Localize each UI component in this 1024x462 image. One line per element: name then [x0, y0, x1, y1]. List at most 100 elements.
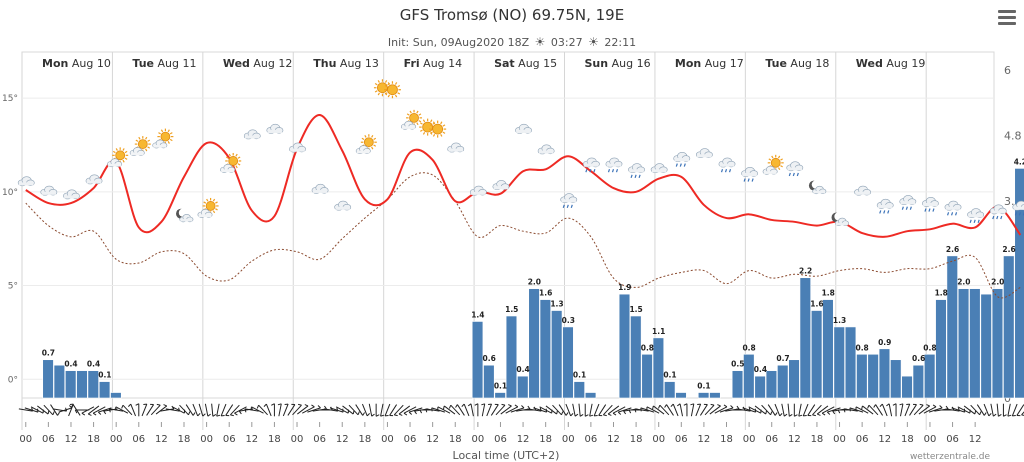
wind-shaft: [380, 403, 384, 417]
cloud-base: [674, 158, 689, 162]
wind-feather: [74, 409, 78, 414]
wind-barb: [918, 404, 930, 415]
wind-shaft: [490, 404, 499, 416]
wind-barb: [670, 403, 679, 417]
day-label: Tue Aug 18: [765, 57, 829, 70]
wind-feather: [945, 405, 949, 410]
time-tick-label: 18: [87, 434, 100, 445]
cloud-base: [86, 180, 102, 184]
rain-drop: [593, 169, 596, 173]
wind-barb: [658, 404, 670, 416]
time-tick-label: 06: [132, 434, 145, 445]
precip-bar: [867, 353, 879, 399]
wind-barb: [996, 403, 1002, 417]
wind-barb: [652, 405, 665, 415]
wind-feather: [899, 403, 904, 406]
wind-barb: [584, 403, 589, 417]
wind-barb: [297, 404, 309, 415]
wind-feather: [324, 405, 327, 410]
wind-shaft: [244, 408, 259, 412]
wind-feather: [623, 410, 627, 415]
wind-feather: [230, 414, 234, 417]
wind-shaft: [225, 404, 234, 416]
temperature-line: [25, 113, 1022, 238]
sun-ray: [387, 94, 390, 98]
rain-drop: [1018, 212, 1021, 216]
sun-ray: [169, 138, 173, 142]
wind-barb: [774, 403, 783, 417]
wind-shaft: [881, 403, 888, 417]
sun-ray: [237, 156, 241, 159]
wind-barb: [807, 404, 816, 417]
precip-label: 0.6: [483, 354, 496, 363]
cloud-base: [221, 169, 234, 173]
sun-ray: [215, 208, 218, 211]
wind-barb: [467, 403, 474, 417]
wind-shaft: [862, 405, 874, 415]
wind-feather: [765, 410, 768, 415]
precip-bar: [878, 348, 891, 399]
wind-shaft: [297, 405, 309, 415]
sun-ray: [215, 201, 218, 204]
sun-ray: [416, 110, 419, 114]
left-tick-label: 0°: [8, 375, 18, 385]
rain-drop: [977, 219, 980, 224]
day-label: Sat Aug 15: [494, 57, 557, 70]
day-label: Sun Aug 16: [585, 57, 651, 70]
wind-feather: [988, 413, 992, 417]
wind-shaft: [141, 403, 148, 417]
precip-bar: [517, 375, 529, 399]
wind-shaft: [558, 404, 567, 416]
wind-shaft: [533, 407, 547, 413]
wind-feather: [380, 414, 385, 417]
cloud-base: [130, 152, 144, 156]
rain-drop: [570, 204, 573, 209]
time-tick-label: 12: [969, 434, 982, 445]
hamburger-menu-icon[interactable]: [998, 10, 1016, 26]
wind-barb: [50, 404, 60, 416]
wind-barb: [913, 403, 924, 416]
wind-feather: [52, 411, 55, 416]
precip-bar: [65, 370, 77, 399]
sun-disc: [363, 137, 374, 148]
wind-feather: [867, 404, 870, 409]
cloud-icon: [854, 185, 872, 196]
wind-shaft: [816, 405, 829, 415]
wind-shaft: [812, 404, 822, 416]
wind-shaft: [855, 406, 869, 414]
sun-ray: [422, 119, 426, 123]
wind-feather: [1003, 414, 1007, 417]
wind-barb: [486, 403, 493, 417]
partly-cloudy-icon: [152, 128, 174, 149]
wind-barb: [425, 408, 440, 413]
wind-shaft: [500, 405, 512, 415]
cloud-base: [945, 206, 961, 210]
sun-ray: [237, 163, 241, 166]
wind-barb: [292, 403, 302, 416]
cloud-icon: [447, 142, 465, 153]
wind-shaft: [634, 408, 649, 412]
wind-barb: [307, 405, 321, 413]
precip-label: 0.8: [641, 343, 654, 352]
cloud-base: [245, 135, 260, 139]
rain-drop: [1014, 212, 1017, 216]
wind-shaft: [781, 403, 785, 417]
time-tick-label: 00: [743, 434, 756, 445]
cloud-icon: [40, 185, 58, 196]
cloud-rain-icon: [922, 197, 939, 212]
wind-barb: [375, 403, 380, 417]
wind-shaft: [957, 406, 971, 414]
wind-shaft: [30, 406, 44, 414]
wind-shaft: [695, 403, 702, 417]
precip-label: 0.1: [98, 371, 111, 380]
wind-feather: [304, 404, 309, 407]
wind-barb: [709, 404, 721, 415]
time-tick-label: 12: [245, 434, 258, 445]
wind-feather: [736, 405, 740, 410]
rain-drop: [954, 212, 958, 216]
sun-disc: [115, 150, 126, 161]
cloud-base: [108, 163, 121, 167]
cloud-moon-icon: [831, 212, 849, 226]
sun-ray: [394, 94, 398, 98]
sun-ray: [374, 90, 378, 93]
